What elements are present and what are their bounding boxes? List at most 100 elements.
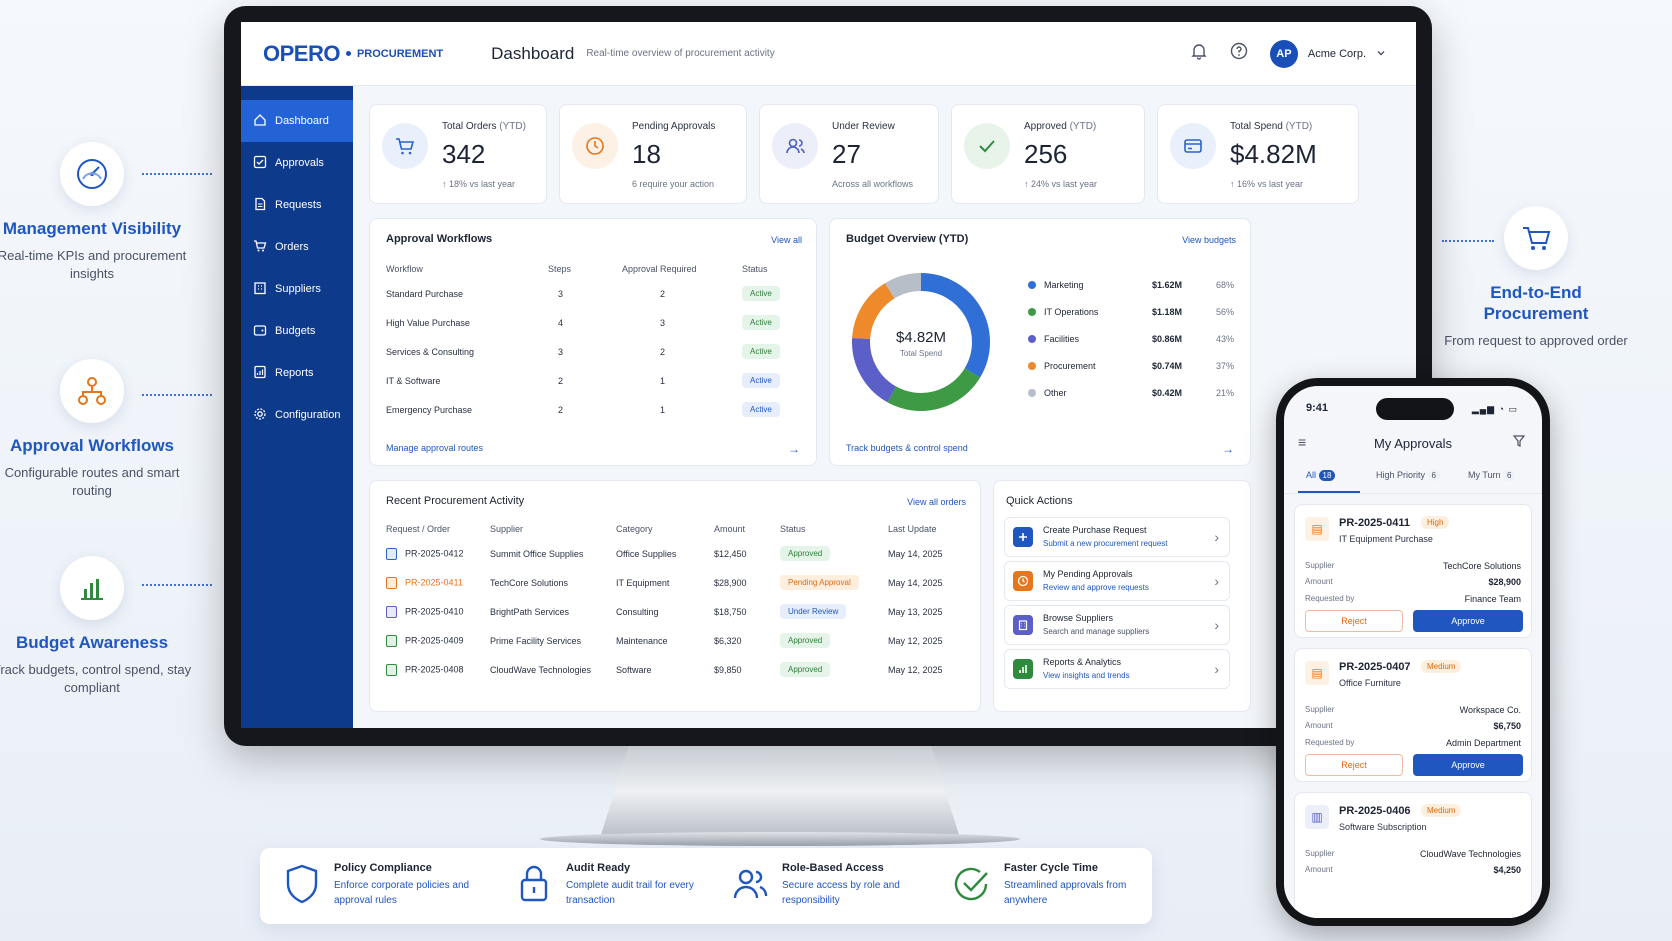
- status-badge: Approved: [780, 546, 831, 561]
- arrow-right-icon[interactable]: →: [1222, 442, 1234, 456]
- kpi-total-spend[interactable]: Total Spend (YTD) $4.82M ↑ 16% vs last y…: [1157, 104, 1359, 204]
- phone-tabs: All 18 High Priority 6 My Turn 6: [1284, 466, 1542, 494]
- bottom-feature-desc: Enforce corporate policies and approval …: [334, 880, 470, 906]
- sidebar-item-requests[interactable]: Requests: [241, 184, 353, 226]
- bottom-features-bar: Policy Compliance Enforce corporate polic…: [260, 848, 1152, 924]
- feature-desc: Real-time KPIs and procurement insights: [0, 248, 187, 281]
- feature-management-visibility: Management Visibility Real-time KPIs and…: [0, 142, 192, 283]
- category-cell: Office Supplies: [616, 548, 677, 559]
- status-icons: ▂▄▆ ◔ ▭: [1471, 404, 1518, 414]
- tab-all[interactable]: All 18: [1306, 470, 1336, 481]
- table-row[interactable]: High Value Purchase 4 3 Active: [386, 308, 800, 337]
- logo-module: PROCUREMENT: [356, 47, 444, 60]
- view-all-orders-link[interactable]: View all orders: [907, 497, 966, 507]
- tab-high-priority[interactable]: High Priority 6: [1376, 470, 1440, 481]
- connector-line: [142, 584, 212, 586]
- status-badge: Active: [742, 402, 780, 417]
- sidebar-item-approvals[interactable]: Approvals: [241, 142, 353, 184]
- table-row[interactable]: Standard Purchase 3 2 Active: [386, 279, 800, 308]
- bar-chart-icon: [60, 556, 124, 620]
- status-badge: Active: [742, 373, 780, 388]
- kpi-total-orders[interactable]: Total Orders (YTD) 342 ↑ 18% vs last yea…: [369, 104, 547, 204]
- bottom-feature-title: Role-Based Access: [782, 862, 884, 874]
- sidebar-item-orders[interactable]: Orders: [241, 226, 353, 268]
- approve-button[interactable]: Approve: [1413, 754, 1523, 776]
- connector-line: [142, 173, 212, 175]
- filter-icon[interactable]: [1512, 434, 1526, 453]
- donut-slice-it-operations[interactable]: [887, 367, 981, 411]
- account-menu[interactable]: AP Acme Corp.: [1269, 39, 1386, 68]
- table-row[interactable]: PR-2025-0411 TechCore Solutions IT Equipme…: [386, 568, 966, 597]
- bottom-feature-title: Policy Compliance: [334, 862, 432, 874]
- approve-button[interactable]: Approve: [1413, 610, 1523, 632]
- chevron-down-icon: [1376, 45, 1386, 63]
- card-title: Budget Overview (YTD): [846, 233, 969, 245]
- legend-dot: [1028, 361, 1036, 370]
- quick-action-create-request[interactable]: Create Purchase Request Submit a new pro…: [1004, 517, 1230, 557]
- bottom-feature-title: Faster Cycle Time: [1004, 862, 1098, 874]
- request-id[interactable]: PR-2025-0409: [405, 634, 464, 645]
- document-icon: [386, 547, 397, 560]
- legend-dot: [1028, 388, 1036, 397]
- request-id[interactable]: PR-2025-0408: [405, 663, 464, 674]
- kpi-label: Under Review: [832, 121, 895, 132]
- approval-card[interactable]: ▤ PR-2025-0411 High IT Equipment Purchas…: [1294, 504, 1532, 638]
- users-icon: [772, 123, 818, 169]
- sidebar-item-label: Suppliers: [275, 283, 321, 295]
- quick-action-pending-approvals[interactable]: My Pending Approvals Review and approve …: [1004, 561, 1230, 601]
- date-cell: May 12, 2025: [888, 664, 943, 675]
- check-square-icon: [253, 155, 267, 172]
- table-row[interactable]: Services & Consulting 3 2 Active: [386, 337, 800, 366]
- table-row[interactable]: PR-2025-0412 Summit Office Supplies Office…: [386, 539, 966, 568]
- quick-action-browse-suppliers[interactable]: Browse Suppliers Search and manage suppl…: [1004, 605, 1230, 645]
- quick-action-reports[interactable]: Reports & Analytics View insights and tr…: [1004, 649, 1230, 689]
- track-budgets-link[interactable]: Track budgets & control spend: [846, 443, 968, 453]
- donut-slice-other[interactable]: [885, 273, 922, 299]
- table-row[interactable]: PR-2025-0408 CloudWave Technologies Softwa…: [386, 655, 966, 684]
- status-badge: Approved: [780, 662, 831, 677]
- request-id[interactable]: PR-2025-0411: [405, 576, 463, 587]
- arrow-right-icon[interactable]: →: [788, 442, 800, 456]
- sidebar-item-suppliers[interactable]: Suppliers: [241, 268, 353, 310]
- request-id[interactable]: PR-2025-0410: [405, 605, 464, 616]
- kpi-under-review[interactable]: Under Review 27 Across all workflows: [759, 104, 939, 204]
- table-row[interactable]: IT & Software 2 1 Active: [386, 366, 800, 395]
- page-subtitle: Real-time overview of procurement activi…: [586, 48, 775, 59]
- table-row[interactable]: Emergency Purchase 2 1 Active: [386, 395, 800, 424]
- sidebar-item-reports[interactable]: Reports: [241, 352, 353, 394]
- tab-my-turn[interactable]: My Turn 6: [1468, 470, 1516, 481]
- legend-row: Procurement $0.74M 37%: [1028, 352, 1234, 379]
- view-budgets-link[interactable]: View budgets: [1182, 235, 1236, 245]
- detail-row: Amount $6,750: [1305, 721, 1521, 731]
- view-all-link[interactable]: View all: [771, 235, 802, 245]
- chevron-right-icon: ›: [1214, 661, 1219, 677]
- donut-slice-facilities[interactable]: [852, 337, 897, 403]
- bell-icon[interactable]: [1190, 42, 1208, 65]
- request-id[interactable]: PR-2025-0412: [405, 547, 464, 558]
- legend-dot: [1028, 334, 1036, 343]
- sidebar-item-dashboard[interactable]: Dashboard: [241, 100, 353, 142]
- sidebar-item-configuration[interactable]: Configuration: [241, 394, 353, 436]
- kpi-pending-approvals[interactable]: Pending Approvals 18 6 require your acti…: [559, 104, 747, 204]
- phone-screen: 9:41 ▂▄▆ ◔ ▭ ≡ My Approvals All 18 High …: [1284, 386, 1542, 918]
- reject-button[interactable]: Reject: [1305, 754, 1403, 776]
- bottom-feature-desc: Streamlined approvals from anywhere: [1004, 880, 1127, 906]
- sidebar-item-budgets[interactable]: Budgets: [241, 310, 353, 352]
- donut-slice-marketing[interactable]: [920, 273, 990, 378]
- approval-card[interactable]: ▥ PR-2025-0406 Medium Software Subscript…: [1294, 792, 1532, 918]
- table-row[interactable]: PR-2025-0410 BrightPath Services Consultin…: [386, 597, 966, 626]
- donut-slice-procurement[interactable]: [852, 283, 895, 340]
- detail-row: Supplier CloudWave Technologies: [1305, 849, 1521, 859]
- bottom-feature-audit: Audit Ready Complete audit trail for ever…: [514, 862, 706, 911]
- kpi-approved[interactable]: Approved (YTD) 256 ↑ 24% vs last year: [951, 104, 1145, 204]
- supplier-cell: Summit Office Supplies: [490, 548, 584, 559]
- logo[interactable]: OPERO PROCUREMENT: [263, 41, 443, 67]
- category-cell: Consulting: [616, 606, 659, 617]
- menu-icon[interactable]: ≡: [1298, 434, 1307, 450]
- manage-routes-link[interactable]: Manage approval routes: [386, 443, 484, 453]
- table-row[interactable]: PR-2025-0409 Prime Facility Services Maint…: [386, 626, 966, 655]
- reject-button[interactable]: Reject: [1305, 610, 1403, 632]
- help-icon[interactable]: [1230, 42, 1248, 65]
- card-title: Quick Actions: [1006, 495, 1073, 507]
- approval-card[interactable]: ▤ PR-2025-0407 Medium Office Furniture S…: [1294, 648, 1532, 782]
